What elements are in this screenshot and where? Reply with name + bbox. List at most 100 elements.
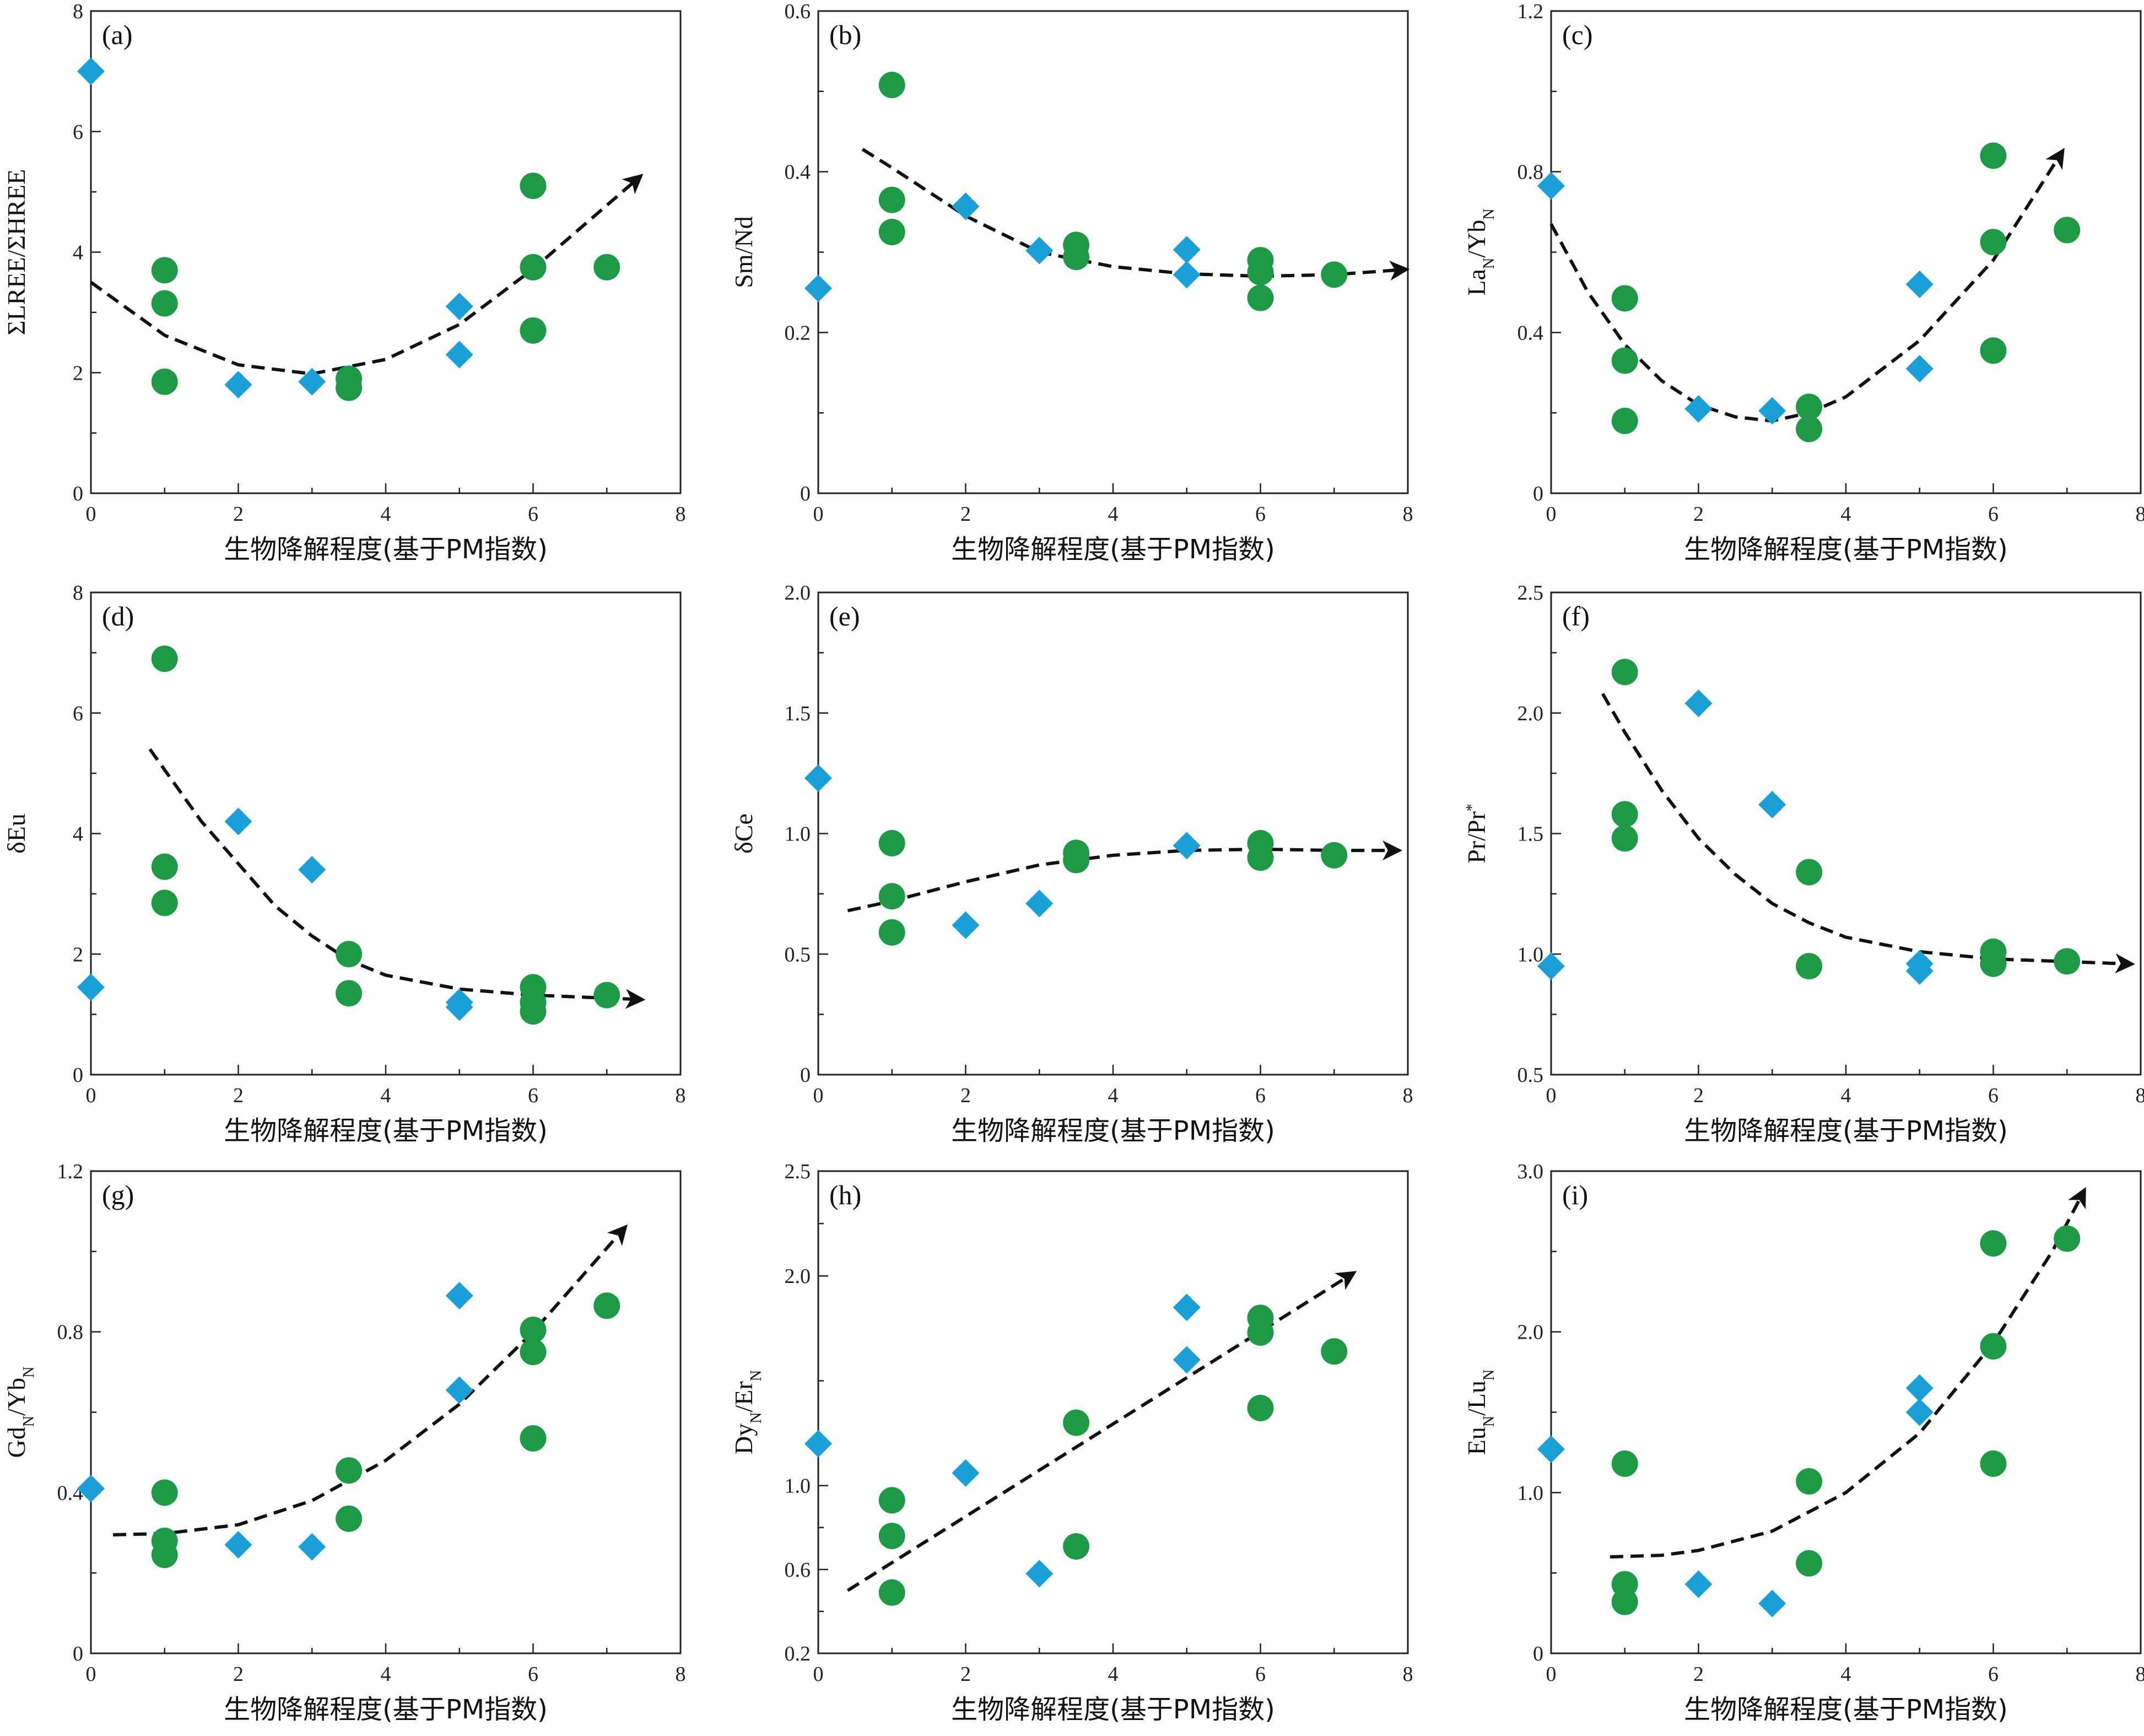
diamond-point [1758, 791, 1786, 818]
circle-point [593, 254, 620, 281]
circle-point [1321, 842, 1348, 869]
circle-point [1796, 1468, 1823, 1495]
x-tick-label: 6 [528, 1663, 538, 1686]
circle-point [878, 72, 905, 99]
x-tick-label: 6 [1255, 503, 1266, 526]
diamond-point [1758, 1589, 1786, 1618]
diamond-point [1758, 397, 1786, 425]
circle-point [1980, 1230, 2007, 1257]
diamond-point [952, 192, 980, 220]
diamond-point [1905, 1374, 1934, 1402]
y-axis-title: EuN/LuN [1462, 1370, 1498, 1455]
x-tick-label: 2 [960, 503, 971, 526]
panel-c: 0 2 4 6 800.40.81.2(c)生物降解程度(基于PM指数)LaN/YbN [1462, 0, 2144, 565]
circle-point [2054, 217, 2081, 244]
trend-line [846, 1271, 1357, 1592]
diamond-point [1905, 1398, 1934, 1426]
y-tick-label: 2.0 [1517, 1321, 1544, 1344]
circle-point [151, 853, 178, 880]
x-tick-label: 8 [2136, 1663, 2144, 1686]
x-tick-label: 2 [233, 1084, 244, 1107]
circle-point [878, 1579, 905, 1606]
y-axis-title-part: N [748, 1370, 765, 1381]
circle-point [878, 830, 905, 856]
circle-point [1796, 393, 1823, 420]
panel-label: (e) [829, 601, 860, 632]
x-axis-title: 生物降解程度(基于PM指数) [951, 1115, 1275, 1146]
diamond-point [1905, 957, 1934, 985]
y-axis-title-part: N [20, 1367, 37, 1378]
circle-point [1247, 258, 1274, 285]
x-axis-title: 生物降解程度(基于PM指数) [224, 1694, 548, 1725]
y-tick-label: 0.5 [1517, 1064, 1544, 1087]
circle-point [1980, 1450, 2007, 1477]
circle-point [151, 368, 178, 395]
trend-line [90, 174, 644, 376]
y-tick-label: 2 [73, 362, 83, 385]
x-tick-label: 6 [528, 1084, 538, 1107]
diamond-point [1537, 952, 1565, 980]
circle-point [1980, 950, 2007, 977]
x-tick-label: 8 [1403, 503, 1413, 526]
y-tick-label: 2.5 [1517, 581, 1544, 605]
panel-f: 0 2 4 6 8 0.5 1.0 1.5 2.0 2.5 (f) 生物降解程度(基于PM指数) Pr/… [1462, 581, 2144, 1146]
x-tick-label: 0 [86, 503, 96, 526]
panel-label: (i) [1562, 1179, 1588, 1210]
y-tick-label: 0.2 [785, 1642, 811, 1665]
x-tick-label: 8 [1403, 1084, 1413, 1107]
diamond-point [1537, 1435, 1565, 1463]
diamond-point [77, 57, 105, 85]
panel-label: (g) [102, 1179, 134, 1210]
y-tick-label: 6 [73, 121, 83, 144]
circle-point [336, 374, 363, 401]
circle-point [1611, 825, 1638, 852]
panel-g: 0 2 4 6 800.40.81.2(g)生物降解程度(基于PM指数)GdN/YbN [2, 1160, 686, 1725]
circle-point [1611, 1450, 1638, 1477]
y-axis-title-part: N [20, 1416, 37, 1427]
trend-line [1549, 148, 2065, 423]
x-tick-label: 6 [1988, 1084, 1999, 1107]
circle-point [520, 172, 547, 200]
x-tick-label: 2 [1693, 1084, 1704, 1107]
panel-i: 0 2 4 6 801.02.03.0(i)生物降解程度(基于PM指数)EuN/LuN [1462, 1160, 2144, 1725]
y-axis-title: Pr/Pr* [1462, 804, 1490, 864]
x-tick-label: 4 [1108, 503, 1119, 526]
circle-point [2054, 1225, 2081, 1252]
y-tick-label: 1.0 [785, 1475, 811, 1498]
x-tick-label: 8 [2136, 503, 2144, 526]
panel-d: 0 2 4 6 8 0 2 4 6 8 (d) 生物降解程度(基于PM指数) δEu [2, 581, 686, 1146]
x-axis-title: 生物降解程度(基于PM指数) [1684, 1694, 2008, 1725]
x-tick-label: 8 [2136, 1084, 2144, 1107]
y-axis-title: DyN/ErN [730, 1370, 765, 1454]
y-axis-title-part: Dy [730, 1424, 758, 1454]
circle-point [1796, 859, 1823, 886]
x-tick-label: 0 [86, 1084, 96, 1107]
x-tick-label: 6 [1988, 503, 1999, 526]
panel-label: (f) [1562, 601, 1590, 632]
x-axis-title: 生物降解程度(基于PM指数) [224, 1115, 548, 1146]
y-axis-title: δEu [2, 813, 30, 854]
y-tick-label: 0.6 [785, 0, 811, 23]
circle-point [151, 290, 178, 317]
diamond-point [445, 292, 473, 320]
x-tick-label: 2 [233, 503, 244, 526]
y-axis-title-part: N [1481, 209, 1498, 220]
x-tick-label: 2 [1693, 503, 1704, 526]
y-tick-label: 0.4 [57, 1481, 84, 1505]
circle-point [1611, 407, 1638, 434]
diamond-point [298, 1533, 326, 1561]
x-tick-label: 4 [1841, 503, 1851, 526]
diamond-point [445, 341, 473, 369]
circle-point [1611, 285, 1638, 312]
diamond-point [224, 807, 252, 835]
y-tick-label: 2.5 [785, 1160, 811, 1183]
plot-frame [1550, 10, 2142, 494]
x-tick-label: 0 [813, 503, 824, 526]
circle-point [1980, 142, 2007, 169]
diamond-point [445, 1282, 473, 1310]
x-tick-label: 4 [1108, 1084, 1119, 1107]
y-axis-title: Sm/Nd [730, 216, 758, 288]
circle-point [593, 982, 620, 1009]
diamond-point [1173, 832, 1201, 860]
panel-label: (c) [1562, 19, 1593, 50]
